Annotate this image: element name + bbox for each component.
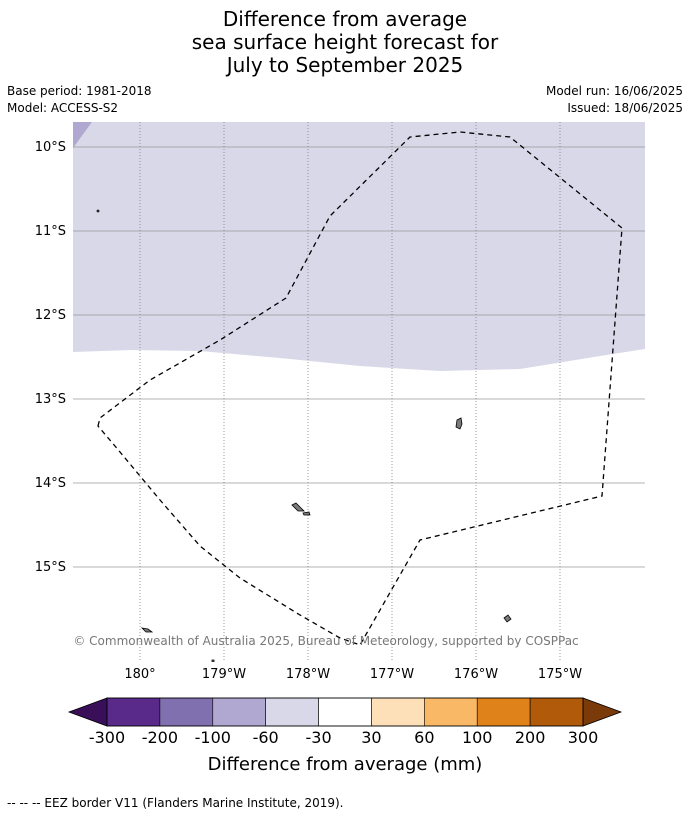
lat-label: 13°S: [35, 392, 66, 407]
map-credit: © Commonwealth of Australia 2025, Bureau…: [73, 634, 578, 648]
island-south-east: [503, 614, 512, 623]
colorbar-segment: [476, 697, 531, 727]
colorbar-segment: [106, 697, 161, 727]
lat-label: 10°S: [35, 140, 66, 155]
title-line-2: sea surface height forecast for: [191, 30, 499, 54]
model-name: Model: ACCESS-S2: [7, 101, 119, 115]
colorbar-tick-label: 200: [515, 728, 546, 747]
title-line-1: Difference from average: [222, 7, 468, 31]
colorbar-tick-labels: -300 -200 -100 -60 -30 30 60 100 200 300: [89, 728, 598, 747]
colorbar-outline: [106, 697, 584, 727]
title-line-3: July to September 2025: [226, 53, 464, 77]
lat-gridlines: [73, 146, 645, 568]
colorbar-tick-label: 100: [462, 728, 493, 747]
colorbar-tick-label: -200: [142, 728, 178, 747]
lat-label: 11°S: [35, 224, 66, 239]
lat-labels: 10°S 11°S 12°S 13°S 14°S 15°S: [35, 140, 66, 575]
lon-labels: 180° 179°W 178°W 177°W 176°W 175°W: [124, 667, 582, 682]
colorbar-tick-label: 60: [414, 728, 434, 747]
base-period: Base period: 1981-2018: [7, 84, 152, 98]
island-alofi: [302, 511, 311, 516]
island-bottom: [211, 659, 215, 662]
footnote: -- -- -- EEZ border V11 (Flanders Marine…: [7, 796, 344, 810]
lat-label: 12°S: [35, 308, 66, 323]
island-futuna: [291, 502, 305, 512]
colorbar-label: Difference from average (mm): [208, 754, 483, 775]
colorbar-tick-label: 300: [568, 728, 599, 747]
map-area: © Commonwealth of Australia 2025, Bureau…: [73, 122, 645, 662]
colorbar-segment: [529, 697, 584, 727]
colorbar-segment: [371, 697, 425, 727]
lon-gridlines: [139, 122, 561, 662]
issued-date: Issued: 18/06/2025: [567, 101, 683, 115]
colorbar-segment: [318, 697, 372, 727]
colorbar-tick-label: -30: [305, 728, 331, 747]
north-band-region: [73, 122, 645, 371]
colorbar-segments: [106, 697, 584, 727]
island-wallis: [455, 417, 463, 430]
colorbar-segment: [212, 697, 266, 727]
meta-left: Base period: 1981-2018 Model: ACCESS-S2: [7, 83, 152, 117]
lat-label: 15°S: [35, 560, 66, 575]
lon-label: 178°W: [286, 667, 330, 682]
model-run: Model run: 16/06/2025: [545, 84, 683, 98]
colorbar-tick-label: -60: [253, 728, 279, 747]
colorbar: -300 -200 -100 -60 -30 30 60 100 200 300 Differen…: [67, 697, 623, 775]
lat-label: 14°S: [35, 476, 66, 491]
island-tiny: [96, 209, 100, 213]
lon-label: 175°W: [538, 667, 582, 682]
eez-border: [97, 131, 623, 646]
lon-label: 176°W: [454, 667, 498, 682]
lon-label: 179°W: [202, 667, 246, 682]
corner-patch-region: [73, 122, 92, 148]
colorbar-over-arrow: [582, 697, 623, 727]
lon-label: 180°: [124, 667, 155, 682]
islands: [96, 209, 512, 662]
chart-title: Difference from average sea surface heig…: [0, 8, 690, 77]
colorbar-under-arrow: [67, 697, 108, 727]
colorbar-tick-label: -300: [89, 728, 125, 747]
meta-right: Model run: 16/06/2025 Issued: 18/06/2025: [546, 83, 683, 117]
colorbar-segment: [159, 697, 214, 727]
colorbar-segment: [424, 697, 478, 727]
colorbar-segment: [265, 697, 319, 727]
colorbar-tick-label: 30: [361, 728, 381, 747]
lon-label: 177°W: [370, 667, 414, 682]
island-south-west: [140, 627, 154, 633]
colorbar-tick-label: -100: [195, 728, 231, 747]
